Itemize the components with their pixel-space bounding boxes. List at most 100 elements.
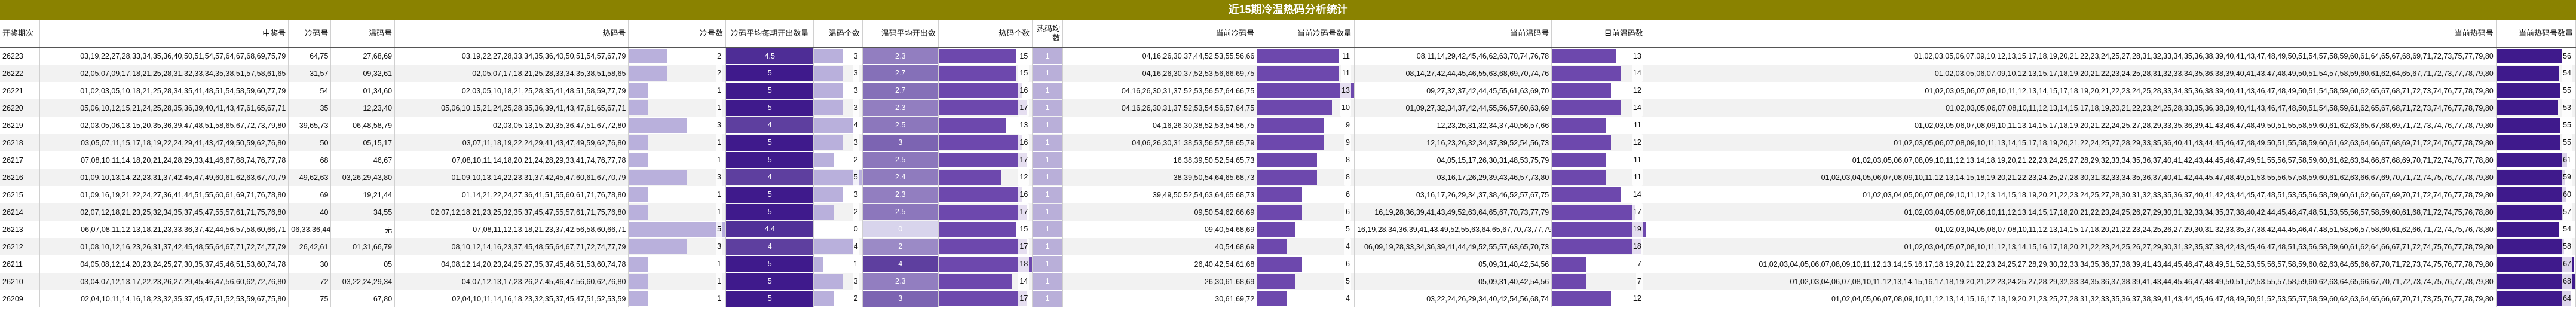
warm-avg-cell-fill — [862, 83, 938, 99]
hot-avg-cell-value: 1 — [1045, 260, 1050, 268]
col-warm[interactable]: 温码号 — [330, 20, 396, 48]
warm-avg-cell-fill — [862, 48, 938, 64]
col-cur-warm-count[interactable]: 目前温码数 — [1551, 20, 1646, 48]
current-hot-count-bar: 55 — [2496, 82, 2576, 99]
warm-avg-cell-value: 2.3 — [895, 190, 906, 199]
current-warm-count-bar-value: 13 — [1631, 47, 1643, 65]
table-row[interactable]: 26223 03,19,22,27,28,33,34,35,36,40,50,51… — [0, 47, 2576, 65]
hot-avg-cell-value: 1 — [1045, 242, 1050, 251]
current-warm-count-bar-fill — [1552, 135, 1612, 150]
current-warm-count-bar-fill — [1552, 239, 1641, 254]
warm-count-bar: 3 — [813, 273, 863, 290]
current-hot-cell: 01,02,03,04,05,06,07,08,09,10,11,12,13,1… — [1646, 186, 2497, 203]
hot-avg-cell-value: 1 — [1045, 208, 1050, 216]
current-warm-cell: 08,14,27,42,44,45,46,55,63,68,69,70,74,7… — [1354, 65, 1552, 82]
current-cold-count-bar-fill — [1257, 66, 1340, 81]
hot-count-bar-fill — [938, 222, 1017, 237]
col-warm-count[interactable]: 温码个数 — [813, 20, 863, 48]
table-row[interactable]: 26212 01,08,10,12,16,23,26,31,37,42,45,48… — [0, 238, 2576, 255]
current-warm-count-bar: 14 — [1551, 186, 1646, 203]
current-cold-count-bar-value: 8 — [1344, 151, 1351, 169]
warm-count-bar-fill — [814, 66, 843, 81]
table-row[interactable]: 26222 02,05,07,09,17,18,21,25,28,31,32,33… — [0, 65, 2576, 82]
current-hot-count-bar-value: 54 — [2562, 221, 2572, 238]
current-cold-cell: 09,50,54,62,66,69 — [1062, 203, 1258, 221]
prize-numbers-cell: 04,05,08,12,14,20,23,24,25,27,30,35,37,4… — [39, 255, 289, 273]
cold-count-bar-value: 1 — [716, 82, 723, 99]
warm-count-bar-fill — [814, 239, 853, 254]
hot-count-bar: 14 — [938, 273, 1033, 290]
cold-avg-cell-fill — [726, 48, 813, 64]
current-warm-count-bar: 14 — [1551, 65, 1646, 82]
current-warm-count-bar: 11 — [1551, 151, 1646, 169]
current-warm-count-bar: 11 — [1551, 169, 1646, 186]
hot-avg-cell-fill — [1033, 291, 1062, 307]
col-hot[interactable]: 热码号 — [394, 20, 629, 48]
table-row[interactable]: 26220 05,06,10,12,15,21,24,25,28,35,36,39… — [0, 99, 2576, 117]
col-prize[interactable]: 中奖号 — [39, 20, 289, 48]
col-cur-hot-count[interactable]: 当前热码号数量 — [2496, 20, 2576, 48]
current-hot-count-bar-fill — [2496, 187, 2566, 202]
col-warm-avg[interactable]: 温码平均开出数 — [862, 20, 939, 48]
warm-count-bar: 2 — [813, 203, 863, 221]
current-cold-count-bar-value: 6 — [1344, 203, 1351, 221]
current-hot-count-bar: 61 — [2496, 151, 2576, 169]
table-row[interactable]: 26219 02,03,05,06,13,15,20,35,36,39,47,48… — [0, 117, 2576, 134]
current-warm-count-bar-value: 17 — [1631, 203, 1643, 221]
prize-numbers-cell: 03,04,07,12,13,17,22,23,26,27,29,45,46,4… — [39, 273, 289, 290]
table-row[interactable]: 26215 01,09,16,19,21,22,24,27,36,41,44,51… — [0, 186, 2576, 203]
col-cur-hot[interactable]: 当前热码号 — [1646, 20, 2497, 48]
table-row[interactable]: 26217 07,08,10,11,14,18,20,21,24,28,29,33… — [0, 151, 2576, 169]
col-cold-avg[interactable]: 冷码平均每期开出数量 — [725, 20, 814, 48]
cold-count-bar-value: 1 — [716, 134, 723, 151]
cold-numbers-cell: 69 — [288, 186, 332, 203]
col-cur-cold[interactable]: 当前冷码号 — [1062, 20, 1258, 48]
current-hot-count-bar-fill — [2496, 170, 2565, 185]
cold-avg-cell-fill — [726, 204, 813, 220]
col-period[interactable]: 开奖期次 — [0, 20, 40, 48]
hot-count-bar: 18 — [938, 255, 1033, 273]
col-cold-count[interactable]: 冷号数 — [628, 20, 727, 48]
hot-avg-cell: 1 — [1032, 134, 1064, 151]
cold-count-bar-fill — [629, 153, 648, 167]
current-cold-count-bar-value: 5 — [1344, 221, 1351, 238]
warm-count-bar-value: 2 — [852, 203, 859, 221]
current-warm-cell: 12,16,23,26,32,34,37,39,52,54,56,73 — [1354, 134, 1552, 151]
table-row[interactable]: 26213 06,07,08,11,12,13,18,21,23,33,36,37… — [0, 221, 2576, 238]
current-cold-count-bar-fill — [1257, 170, 1317, 185]
warm-count-bar-fill — [814, 187, 843, 202]
current-cold-count-bar: 6 — [1257, 203, 1355, 221]
current-warm-count-bar-value: 11 — [1632, 151, 1643, 169]
table-row[interactable]: 26211 04,05,08,12,14,20,23,24,25,27,30,35… — [0, 255, 2576, 273]
current-cold-count-bar: 11 — [1257, 47, 1355, 65]
hot-avg-cell: 1 — [1032, 151, 1064, 169]
table-row[interactable]: 26216 01,09,10,13,14,22,23,31,37,42,45,47… — [0, 169, 2576, 186]
current-warm-count-bar: 7 — [1551, 255, 1646, 273]
warm-numbers-cell: 09,32,61 — [330, 65, 396, 82]
warm-numbers-cell: 05,15,17 — [330, 134, 396, 151]
warm-avg-cell-value: 2.7 — [895, 86, 906, 95]
cold-count-bar-value: 1 — [716, 186, 723, 203]
table-row[interactable]: 26214 02,07,12,18,21,23,25,32,34,35,37,45… — [0, 203, 2576, 221]
cold-count-bar: 1 — [628, 99, 727, 117]
col-cur-cold-count[interactable]: 当前冷码号数量 — [1257, 20, 1355, 48]
cold-numbers-cell: 64,75 — [288, 47, 332, 65]
hot-count-bar-fill — [938, 118, 1006, 133]
table-row[interactable]: 26210 03,04,07,12,13,17,22,23,26,27,29,45… — [0, 273, 2576, 290]
current-cold-cell: 04,16,26,30,31,37,52,53,54,56,57,64,75 — [1062, 99, 1258, 117]
cold-count-bar: 1 — [628, 151, 727, 169]
warm-count-bar-fill — [814, 100, 843, 115]
hot-count-bar-fill — [938, 274, 1012, 289]
col-hot-avg[interactable]: 热码均数 — [1032, 20, 1064, 48]
current-warm-count-bar-fill — [1552, 66, 1621, 81]
table-row[interactable]: 26221 01,02,03,05,10,18,21,25,28,34,35,41… — [0, 82, 2576, 99]
warm-count-bar: 0 — [813, 221, 863, 238]
col-cur-warm[interactable]: 当前温码号 — [1354, 20, 1552, 48]
table-row[interactable]: 26218 03,05,07,11,15,17,18,19,22,24,29,41… — [0, 134, 2576, 151]
col-cold[interactable]: 冷码号 — [288, 20, 332, 48]
col-hot-count[interactable]: 热码个数 — [938, 20, 1033, 48]
cold-count-bar: 1 — [628, 203, 727, 221]
table-row[interactable]: 26209 02,04,10,11,14,16,18,23,32,35,37,45… — [0, 290, 2576, 307]
current-warm-count-bar: 13 — [1551, 47, 1646, 65]
current-warm-count-bar-value: 11 — [1632, 117, 1643, 134]
